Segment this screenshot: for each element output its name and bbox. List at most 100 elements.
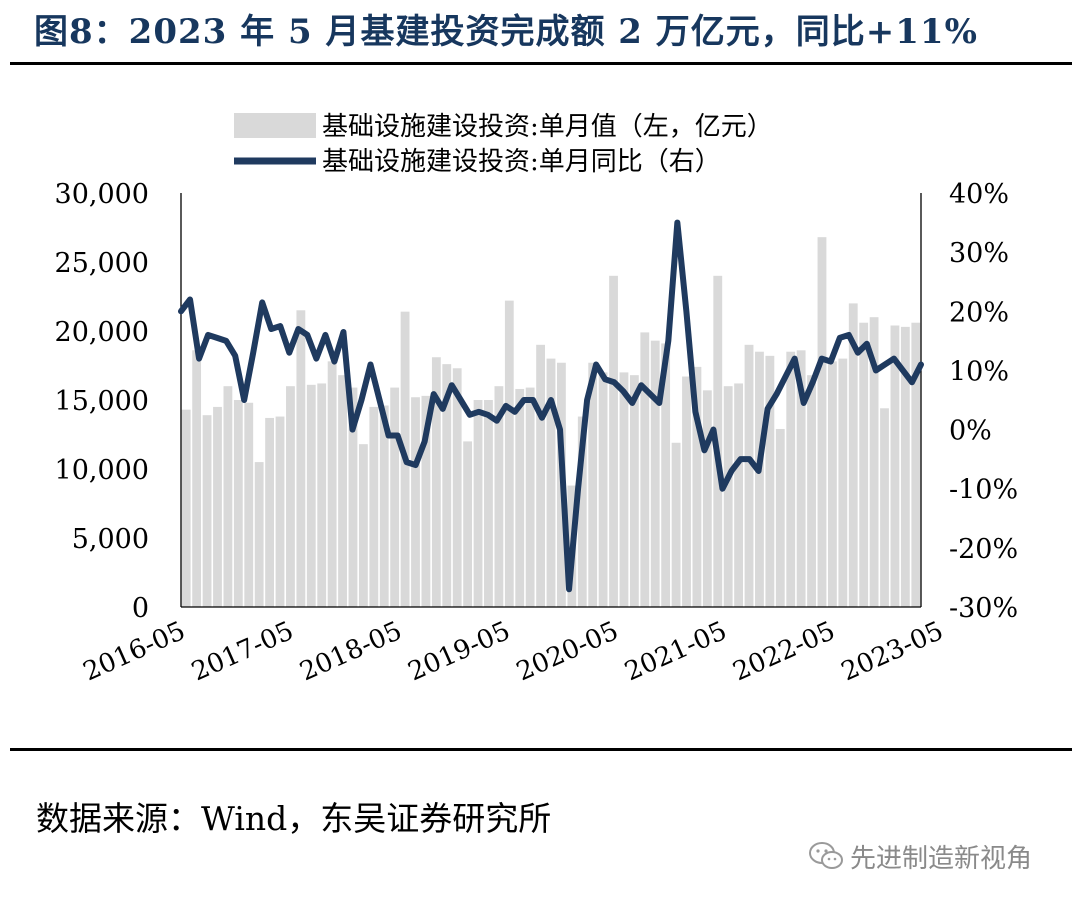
- bar: [192, 350, 202, 607]
- bar: [348, 387, 358, 607]
- right-tick-label: 40%: [949, 179, 1009, 210]
- bar: [650, 340, 660, 607]
- x-axis-tick-labels: 2016-052017-052018-052019-052020-052021-…: [79, 616, 948, 687]
- bar: [838, 358, 848, 607]
- bar: [463, 441, 473, 607]
- bar: [577, 416, 587, 607]
- axes: [180, 193, 922, 608]
- wechat-icon: [808, 841, 844, 878]
- bar: [692, 366, 702, 607]
- left-tick-label: 20,000: [55, 317, 149, 348]
- bar: [452, 368, 462, 607]
- bar: [536, 344, 545, 607]
- left-tick-label: 15,000: [55, 386, 149, 417]
- bar: [369, 406, 379, 607]
- legend: 基础设施建设投资:单月值（左，亿元） 基础设施建设投资:单月同比（右）: [234, 112, 773, 177]
- line-series-yoy: [178, 219, 924, 593]
- bar: [640, 332, 650, 607]
- bar: [473, 400, 483, 607]
- bar: [213, 406, 222, 607]
- bar: [233, 400, 243, 607]
- bar: [755, 351, 764, 607]
- right-tick-label: 30%: [949, 238, 1009, 269]
- bar: [181, 409, 191, 607]
- bar: [202, 415, 212, 607]
- bar: [671, 442, 681, 607]
- bar: [817, 237, 827, 607]
- bar: [223, 386, 233, 607]
- bar: [390, 387, 400, 607]
- bar: [244, 402, 254, 607]
- bar: [848, 303, 858, 607]
- bottom-rule: [10, 748, 1072, 751]
- x-tick-label: 2023-05: [837, 616, 948, 687]
- bar: [775, 428, 785, 607]
- bar: [629, 375, 639, 607]
- bar: [796, 350, 806, 607]
- right-axis-tick-labels: -30% -20% -10% 0% 10% 20% 30% 40%: [949, 179, 1018, 624]
- x-tick-label: 2016-05: [79, 616, 190, 687]
- legend-label-bar: 基础设施建设投资:单月值（左，亿元）: [322, 112, 773, 142]
- bar: [859, 322, 869, 607]
- bar-series: [181, 237, 921, 607]
- bar: [379, 405, 389, 607]
- bar: [358, 444, 368, 607]
- bar: [609, 275, 618, 607]
- bar: [765, 355, 775, 607]
- bar: [411, 397, 420, 607]
- bar: [661, 343, 671, 607]
- bar: [869, 317, 879, 607]
- bar: [431, 357, 441, 607]
- bar: [702, 390, 712, 607]
- legend-swatch-bar: [234, 113, 316, 138]
- bar: [421, 395, 431, 607]
- bar: [890, 325, 900, 607]
- bar: [306, 384, 316, 607]
- bar: [828, 361, 837, 607]
- bar: [327, 361, 337, 607]
- figure-title: 图8：2023 年 5 月基建投资完成额 2 万亿元，同比+11%: [34, 12, 978, 52]
- top-rule: [10, 62, 1072, 65]
- right-tick-label: 20%: [949, 297, 1009, 328]
- legend-label-line: 基础设施建设投资:单月同比（右）: [322, 147, 721, 177]
- bar: [286, 386, 295, 607]
- bar: [254, 462, 264, 607]
- left-tick-label: 25,000: [55, 248, 149, 279]
- source-note: 数据来源：Wind，东吴证券研究所: [36, 799, 552, 838]
- bar: [275, 416, 285, 607]
- x-tick-label: 2018-05: [296, 616, 407, 687]
- left-tick-label: 30,000: [55, 179, 149, 210]
- bar: [682, 376, 691, 607]
- bar: [744, 344, 754, 607]
- right-tick-label: -30%: [949, 593, 1018, 624]
- left-tick-label: 0: [132, 593, 149, 624]
- right-tick-label: 10%: [949, 356, 1009, 387]
- bar: [296, 310, 306, 607]
- bar: [484, 400, 493, 607]
- bar: [734, 383, 744, 607]
- right-tick-label: 0%: [949, 416, 992, 447]
- bar: [900, 326, 910, 607]
- bar: [494, 386, 504, 607]
- x-tick-label: 2022-05: [729, 616, 840, 687]
- bar: [546, 358, 556, 607]
- bar: [525, 387, 535, 607]
- left-axis-tick-labels: 0 5,000 10,000 15,000 20,000 25,000 30,000: [55, 179, 149, 624]
- right-tick-label: -10%: [949, 475, 1018, 506]
- bar: [442, 364, 452, 607]
- x-tick-label: 2020-05: [512, 616, 623, 687]
- bar: [338, 375, 347, 607]
- bar: [723, 386, 733, 607]
- bar: [317, 383, 327, 607]
- watermark-text: 先进制造新视角: [850, 844, 1033, 874]
- left-tick-label: 10,000: [55, 455, 149, 486]
- watermark: 先进制造新视角: [808, 838, 1032, 878]
- bar: [598, 372, 608, 607]
- bar: [619, 372, 629, 607]
- right-tick-label: -20%: [949, 534, 1018, 565]
- bar: [265, 417, 274, 607]
- bar: [515, 388, 525, 607]
- bar: [880, 408, 889, 607]
- bar: [911, 322, 921, 607]
